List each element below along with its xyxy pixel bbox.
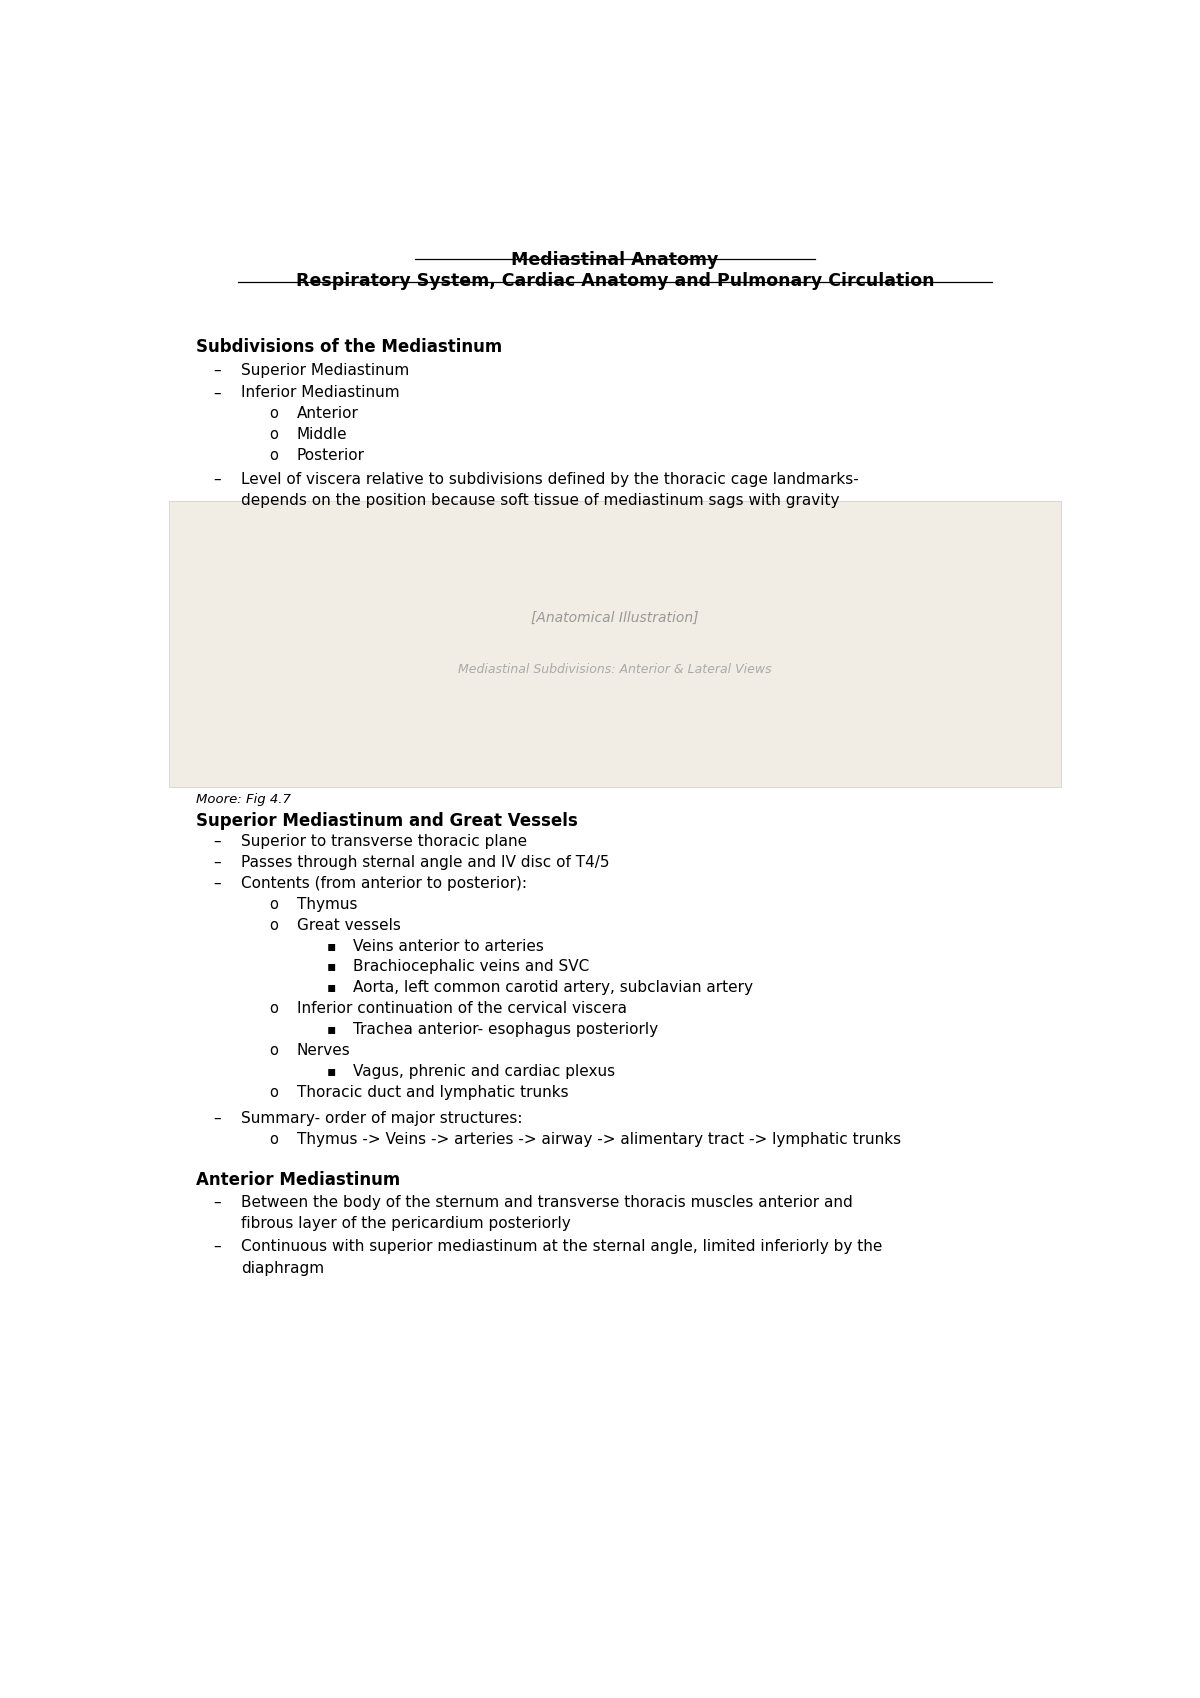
Text: Thoracic duct and lymphatic trunks: Thoracic duct and lymphatic trunks [296, 1085, 569, 1100]
Text: diaphragm: diaphragm [241, 1262, 324, 1275]
Text: Aorta, left common carotid artery, subclavian artery: Aorta, left common carotid artery, subcl… [353, 980, 752, 995]
Text: o: o [269, 1133, 278, 1148]
Text: ▪: ▪ [326, 939, 336, 953]
Text: o: o [269, 1002, 278, 1017]
Text: Summary- order of major structures:: Summary- order of major structures: [241, 1110, 523, 1126]
Text: Contents (from anterior to posterior):: Contents (from anterior to posterior): [241, 876, 527, 891]
Text: Subdivisions of the Mediastinum: Subdivisions of the Mediastinum [197, 338, 503, 357]
Text: o: o [269, 448, 278, 464]
Text: –: – [214, 363, 221, 379]
Text: o: o [269, 1043, 278, 1058]
Text: Great vessels: Great vessels [296, 917, 401, 932]
Text: Trachea anterior- esophagus posteriorly: Trachea anterior- esophagus posteriorly [353, 1022, 658, 1037]
Text: o: o [269, 406, 278, 421]
Text: Anterior Mediastinum: Anterior Mediastinum [197, 1172, 401, 1189]
Text: –: – [214, 1110, 221, 1126]
Text: Veins anterior to arteries: Veins anterior to arteries [353, 939, 544, 954]
Text: Respiratory System, Cardiac Anatomy and Pulmonary Circulation: Respiratory System, Cardiac Anatomy and … [295, 272, 935, 290]
Text: Posterior: Posterior [296, 448, 365, 464]
Text: [Anatomical Illustration]: [Anatomical Illustration] [532, 611, 698, 625]
Text: Inferior Mediastinum: Inferior Mediastinum [241, 385, 400, 401]
Text: Passes through sternal angle and IV disc of T4/5: Passes through sternal angle and IV disc… [241, 854, 610, 869]
Text: ▪: ▪ [326, 980, 336, 995]
Text: Continuous with superior mediastinum at the sternal angle, limited inferiorly by: Continuous with superior mediastinum at … [241, 1240, 882, 1255]
Text: –: – [214, 1195, 221, 1209]
FancyBboxPatch shape [168, 501, 1062, 786]
Text: Middle: Middle [296, 428, 348, 443]
Text: Moore: Fig 4.7: Moore: Fig 4.7 [197, 793, 292, 807]
Text: ▪: ▪ [326, 1022, 336, 1036]
Text: Nerves: Nerves [296, 1043, 350, 1058]
Text: o: o [269, 917, 278, 932]
Text: Superior Mediastinum and Great Vessels: Superior Mediastinum and Great Vessels [197, 812, 578, 830]
Text: Superior to transverse thoracic plane: Superior to transverse thoracic plane [241, 834, 527, 849]
Text: Superior Mediastinum: Superior Mediastinum [241, 363, 409, 379]
Text: o: o [269, 897, 278, 912]
Text: Anterior: Anterior [296, 406, 359, 421]
Text: Between the body of the sternum and transverse thoracis muscles anterior and: Between the body of the sternum and tran… [241, 1195, 853, 1209]
Text: o: o [269, 1085, 278, 1100]
Text: Inferior continuation of the cervical viscera: Inferior continuation of the cervical vi… [296, 1002, 626, 1017]
Text: depends on the position because soft tissue of mediastinum sags with gravity: depends on the position because soft tis… [241, 494, 840, 508]
Text: –: – [214, 385, 221, 401]
Text: –: – [214, 472, 221, 487]
Text: –: – [214, 1240, 221, 1255]
Text: Mediastinal Anatomy: Mediastinal Anatomy [511, 251, 719, 268]
Text: Thymus -> Veins -> arteries -> airway -> alimentary tract -> lymphatic trunks: Thymus -> Veins -> arteries -> airway ->… [296, 1133, 901, 1148]
Text: Level of viscera relative to subdivisions defined by the thoracic cage landmarks: Level of viscera relative to subdivision… [241, 472, 859, 487]
Text: Vagus, phrenic and cardiac plexus: Vagus, phrenic and cardiac plexus [353, 1065, 614, 1078]
Text: Brachiocephalic veins and SVC: Brachiocephalic veins and SVC [353, 959, 589, 975]
Text: Mediastinal Subdivisions: Anterior & Lateral Views: Mediastinal Subdivisions: Anterior & Lat… [458, 664, 772, 676]
Text: o: o [269, 428, 278, 443]
Text: Thymus: Thymus [296, 897, 358, 912]
Text: –: – [214, 876, 221, 891]
Text: –: – [214, 834, 221, 849]
Text: ▪: ▪ [326, 959, 336, 973]
Text: ▪: ▪ [326, 1065, 336, 1078]
Text: fibrous layer of the pericardium posteriorly: fibrous layer of the pericardium posteri… [241, 1216, 571, 1231]
Text: –: – [214, 854, 221, 869]
